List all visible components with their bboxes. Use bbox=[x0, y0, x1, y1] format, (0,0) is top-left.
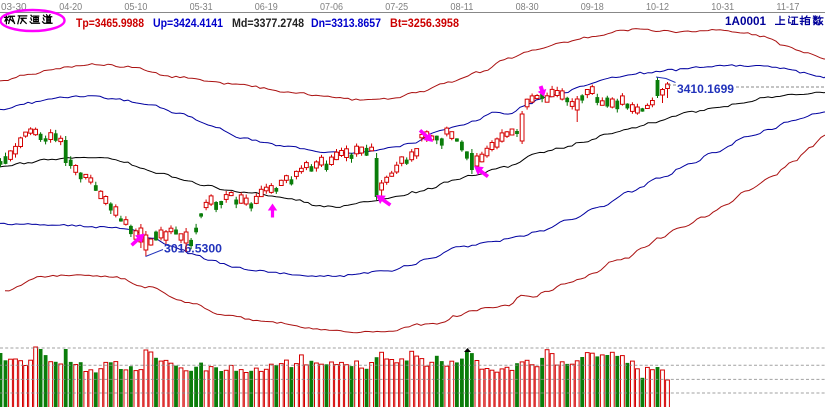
svg-text:08-30: 08-30 bbox=[516, 2, 539, 13]
svg-text:Dn=3313.8657: Dn=3313.8657 bbox=[311, 16, 381, 30]
svg-text:10-31: 10-31 bbox=[711, 2, 734, 13]
svg-text:Tp=3465.9988: Tp=3465.9988 bbox=[76, 16, 144, 30]
svg-text:Bt=3256.3958: Bt=3256.3958 bbox=[390, 16, 459, 30]
svg-text:07-06: 07-06 bbox=[320, 2, 343, 13]
svg-text:05-10: 05-10 bbox=[124, 2, 147, 13]
svg-text:07-25: 07-25 bbox=[385, 2, 408, 13]
svg-text:08-11: 08-11 bbox=[450, 2, 473, 13]
svg-text:05-31: 05-31 bbox=[190, 2, 213, 13]
svg-text:Up=3424.4141: Up=3424.4141 bbox=[153, 16, 223, 30]
svg-text:11-17: 11-17 bbox=[776, 2, 799, 13]
svg-text:06-19: 06-19 bbox=[255, 2, 278, 13]
svg-text:3410.1699: 3410.1699 bbox=[677, 82, 734, 96]
svg-text:3016.5300: 3016.5300 bbox=[164, 242, 222, 256]
svg-text:1A0001: 1A0001 bbox=[725, 14, 766, 28]
svg-text:09-18: 09-18 bbox=[581, 2, 604, 13]
svg-text:Md=3377.2748: Md=3377.2748 bbox=[232, 16, 304, 30]
svg-text:10-12: 10-12 bbox=[646, 2, 669, 13]
svg-text:03-30: 03-30 bbox=[1, 2, 27, 13]
svg-text:04-20: 04-20 bbox=[59, 2, 82, 13]
